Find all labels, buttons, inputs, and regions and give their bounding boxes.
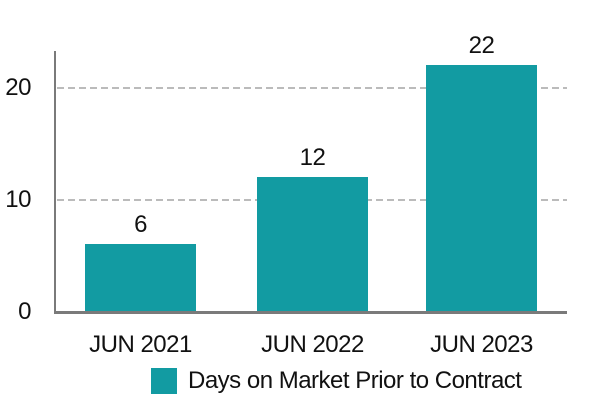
value-label-jun-2022: 12 xyxy=(299,144,326,171)
legend-label: Days on Market Prior to Contract xyxy=(188,367,522,394)
legend-swatch xyxy=(151,368,177,394)
y-axis-line xyxy=(54,51,56,314)
y-tick-0: 0 xyxy=(18,298,31,325)
x-axis-baseline xyxy=(54,311,567,314)
value-label-jun-2021: 6 xyxy=(134,211,147,238)
x-label-jun-2023: JUN 2023 xyxy=(430,331,533,358)
bar-jun-2021 xyxy=(85,244,196,311)
legend: Days on Market Prior to Contract xyxy=(151,367,522,395)
value-label-jun-2023: 22 xyxy=(468,32,495,59)
bar-jun-2023 xyxy=(426,65,537,311)
y-tick-10: 10 xyxy=(5,186,31,213)
bar-jun-2022 xyxy=(257,177,368,311)
x-label-jun-2021: JUN 2021 xyxy=(89,331,192,358)
x-label-jun-2022: JUN 2022 xyxy=(261,331,364,358)
gridline-20 xyxy=(57,87,567,89)
y-tick-20: 20 xyxy=(5,74,31,101)
